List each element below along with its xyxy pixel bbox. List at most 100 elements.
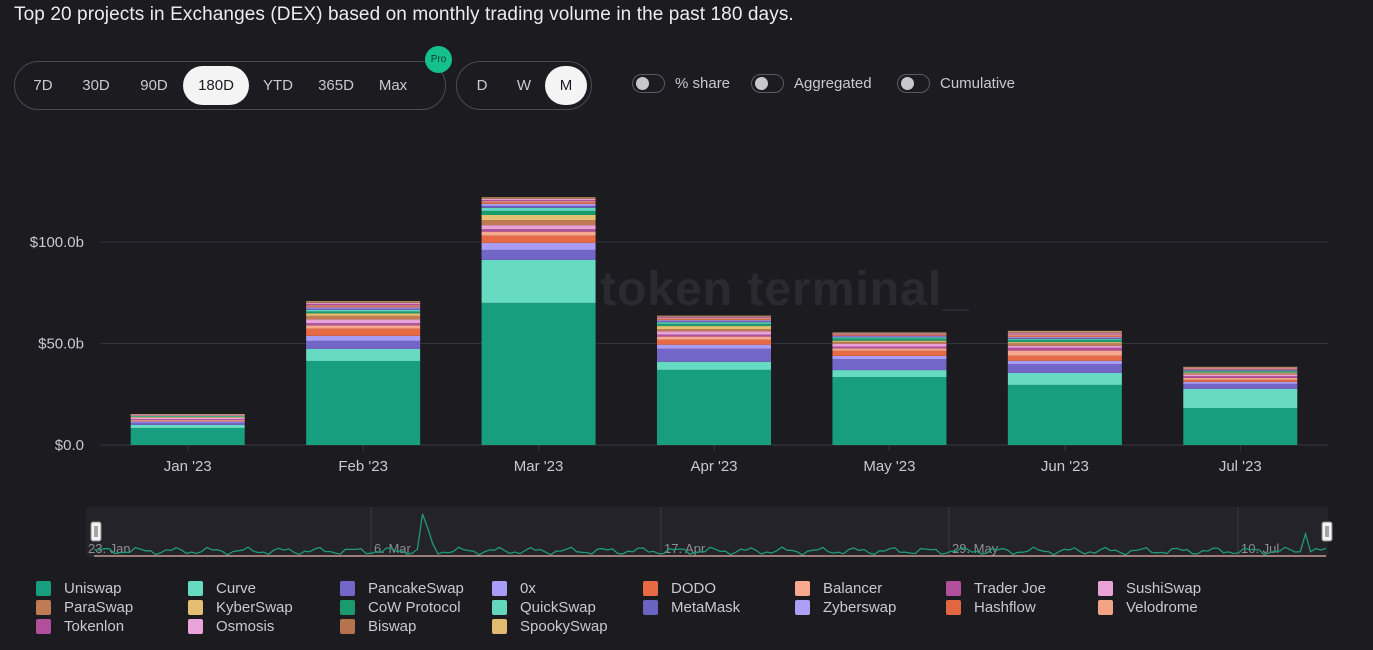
aggregated-toggle[interactable] [751,74,784,93]
bar-segment-quickswap[interactable] [306,310,421,312]
bar-segment-kyberswap[interactable] [130,416,245,418]
bar-segment-0x[interactable] [481,242,596,250]
bar-segment-metamask[interactable] [1007,337,1122,339]
bar-segment-tokenlon[interactable] [832,333,947,335]
bar-segment-biswap[interactable] [1007,331,1122,333]
bar-segment-paraswap[interactable] [481,220,596,226]
bar-segment-quickswap[interactable] [657,322,771,324]
bar-segment-uniswap[interactable] [1183,408,1298,445]
bar-segment-dodo[interactable] [1183,379,1298,382]
bar-segment-spookyswap[interactable] [481,197,596,198]
bar-segment-curve[interactable] [1007,372,1122,385]
bar-segment-zyberswap[interactable] [1007,337,1122,338]
bar-segment-biswap[interactable] [657,316,771,317]
bar-segment-spookyswap[interactable] [1183,366,1298,368]
bar-segment-spookyswap[interactable] [832,332,947,334]
legend-item-sushiswap[interactable]: SushiSwap [1098,579,1250,597]
bar-segment-trader-joe[interactable] [130,419,245,421]
bar-segment-biswap[interactable] [1183,367,1298,368]
bar-segment-balancer[interactable] [657,336,771,340]
bar-segment-trader-joe[interactable] [306,323,421,326]
bar-segment-trader-joe[interactable] [1183,376,1298,378]
bar-segment-uniswap[interactable] [657,369,771,445]
bar-segment-quickswap[interactable] [481,207,596,211]
bar-segment-dodo[interactable] [130,420,245,422]
bar-segment-zyberswap[interactable] [306,307,421,309]
legend-item-spookyswap[interactable]: SpookySwap [492,617,643,635]
legend-item-hashflow[interactable]: Hashflow [946,598,1098,616]
bar-segment-uniswap[interactable] [130,427,245,445]
bar-segment-curve[interactable] [1183,388,1298,409]
bar-segment-kyberswap[interactable] [306,313,421,316]
legend-item-dodo[interactable]: DODO [643,579,795,597]
bar-segment-paraswap[interactable] [1183,373,1298,375]
bar-segment-hashflow[interactable] [1183,369,1298,370]
range-button-365d[interactable]: 365D [318,77,354,94]
bar-segment-velodrome[interactable] [832,334,947,335]
bar-segment-0x[interactable] [130,421,245,423]
bar-segment-velodrome[interactable] [657,318,771,320]
bar-segment-quickswap[interactable] [832,337,947,339]
bar-segment-quickswap[interactable] [1007,338,1122,340]
legend-item-biswap[interactable]: Biswap [340,617,492,635]
bar-segment-balancer[interactable] [306,325,421,329]
granularity-button-weekly[interactable]: W [516,77,532,94]
bar-segment-0x[interactable] [832,355,947,360]
bar-segment-zyberswap[interactable] [1183,369,1298,371]
bar-segment-zyberswap[interactable] [657,320,771,321]
bar-segment-tokenlon[interactable] [1007,333,1122,335]
range-button-7d[interactable]: 7D [33,77,53,94]
range-button-180d[interactable]: 180D [183,66,249,105]
bar-segment-metamask[interactable] [481,205,596,208]
bar-segment-curve[interactable] [657,361,771,370]
bar-segment-pancakeswap[interactable] [481,249,596,260]
bar-segment-metamask[interactable] [306,308,421,311]
bar-segment-balancer[interactable] [832,348,947,351]
legend-item-osmosis[interactable]: Osmosis [188,617,340,635]
bar-segment-pancakeswap[interactable] [1007,364,1122,373]
bar-segment-zyberswap[interactable] [832,335,947,337]
range-button-max[interactable]: Max [378,77,408,94]
bar-segment-0x[interactable] [1007,360,1122,365]
bar-segment-sushiswap[interactable] [832,343,947,347]
bar-segment-osmosis[interactable] [1007,332,1122,334]
bar-segment-osmosis[interactable] [832,333,947,334]
bar-segment-pancakeswap[interactable] [306,340,421,349]
bar-segment-0x[interactable] [306,335,421,341]
legend-item-metamask[interactable]: MetaMask [643,598,795,616]
bar-segment-cow-protocol[interactable] [306,311,421,314]
bar-segment-paraswap[interactable] [130,417,245,419]
bar-segment-dodo[interactable] [481,235,596,243]
bar-segment-kyberswap[interactable] [832,340,947,342]
bar-segment-spookyswap[interactable] [306,301,421,303]
bar-segment-biswap[interactable] [832,332,947,334]
legend-item-0x[interactable]: 0x [492,579,643,597]
bar-segment-pancakeswap[interactable] [1183,383,1298,389]
bar-segment-dodo[interactable] [306,328,421,336]
bar-segment-spookyswap[interactable] [130,414,245,415]
bar-segment-dodo[interactable] [832,350,947,356]
bar-segment-cow-protocol[interactable] [657,323,771,327]
bar-segment-0x[interactable] [657,344,771,349]
bar-segment-cow-protocol[interactable] [1007,339,1122,343]
legend-item-uniswap[interactable]: Uniswap [36,579,188,597]
cumulative-toggle[interactable] [897,74,930,93]
range-navigator[interactable]: 23. Jan 6. Mar 17. Apr 29. May 10. Jul [86,507,1336,562]
bar-segment-curve[interactable] [130,424,245,428]
bar-segment-uniswap[interactable] [1007,384,1122,445]
bar-segment-zyberswap[interactable] [481,203,596,206]
bar-segment-quickswap[interactable] [1183,370,1298,372]
share-toggle[interactable] [632,74,665,93]
navigator-left-handle[interactable] [90,521,102,542]
bar-segment-uniswap[interactable] [306,360,421,445]
bar-segment-cow-protocol[interactable] [481,210,596,216]
range-button-90d[interactable]: 90D [140,77,168,94]
bar-segment-curve[interactable] [481,259,596,303]
bar-segment-curve[interactable] [306,348,421,361]
legend-item-pancakeswap[interactable]: PancakeSwap [340,579,492,597]
bar-segment-paraswap[interactable] [1007,343,1122,346]
bar-segment-velodrome[interactable] [306,305,421,307]
bar-segment-balancer[interactable] [1183,377,1298,380]
bar-segment-uniswap[interactable] [832,376,947,445]
bar-segment-osmosis[interactable] [1183,367,1298,369]
